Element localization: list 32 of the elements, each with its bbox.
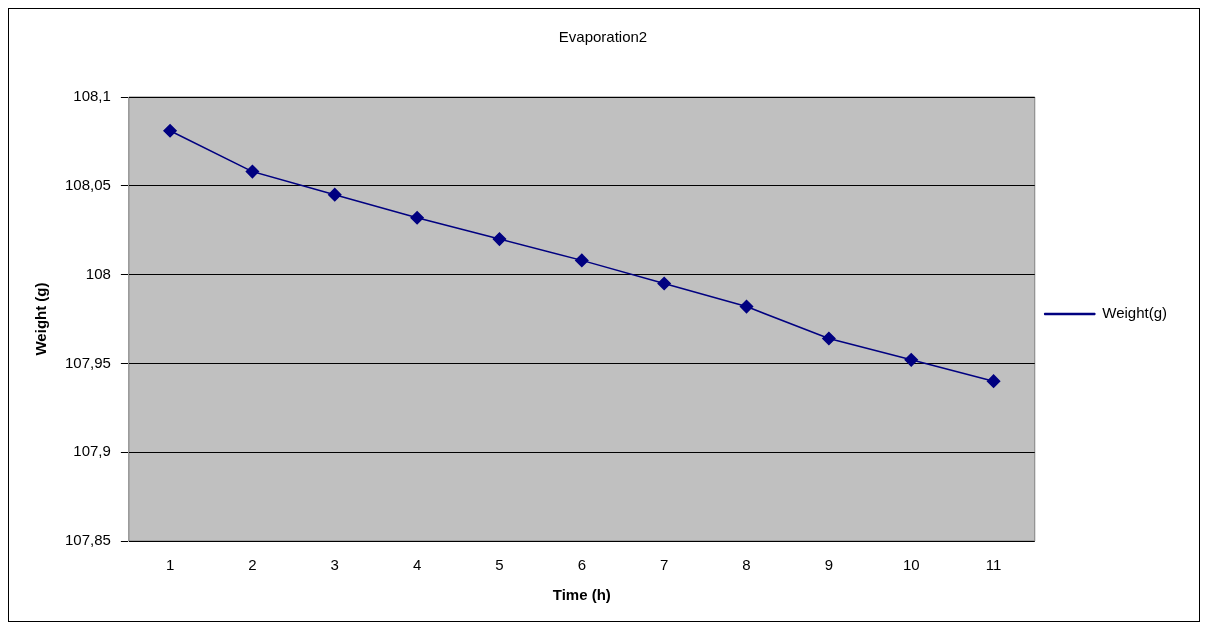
point — [410, 211, 424, 225]
point — [492, 232, 507, 246]
point — [822, 331, 836, 346]
point — [986, 374, 1001, 388]
x-tick-label: 10 — [902, 556, 920, 574]
x-tick-label: 8 — [742, 556, 751, 574]
x-tick-label: 1 — [165, 556, 175, 574]
y-tick-label: 108,1 — [73, 87, 111, 105]
x-tick-label: 5 — [495, 556, 504, 574]
x-tick-label: 2 — [248, 556, 257, 574]
x-tick-label: 6 — [577, 556, 586, 574]
y-tick-label: 108,05 — [64, 175, 111, 193]
x-tick-label: 9 — [824, 556, 834, 574]
point — [657, 276, 671, 291]
chart-title: Evaporation2 — [558, 28, 648, 46]
y-tick-label: 107,9 — [73, 442, 111, 460]
y-tick-label: 108 — [85, 264, 111, 282]
x-tick-label: 4 — [412, 556, 422, 574]
point — [904, 353, 918, 367]
y-tick-label: 107,95 — [64, 353, 111, 371]
point — [328, 187, 342, 202]
y-axis-title: Weight (g) — [32, 282, 50, 356]
x-tick-label: 11 — [985, 556, 1002, 574]
x-tick-label: 7 — [660, 556, 669, 574]
x-tick-label: 3 — [330, 556, 339, 574]
point — [245, 164, 260, 179]
point — [163, 123, 177, 138]
point — [575, 253, 589, 268]
y-tick-label: 107,85 — [64, 531, 111, 549]
x-axis-title: Time (h) — [552, 586, 611, 604]
legend-label: Weight(g) — [1102, 304, 1167, 322]
point — [739, 299, 754, 314]
